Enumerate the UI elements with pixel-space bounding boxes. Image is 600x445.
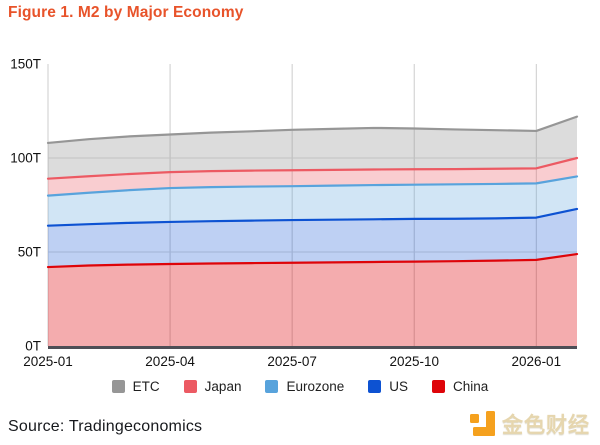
y-tick-label: 50T — [18, 245, 41, 260]
y-tick-label: 150T — [10, 57, 41, 72]
line-japan — [46, 156, 579, 180]
legend-label-china: China — [453, 379, 489, 394]
area-etc — [48, 116, 577, 179]
line-china — [46, 252, 579, 269]
jinse-logo-icon — [470, 411, 496, 437]
figure-title: Figure 1. M2 by Major Economy — [8, 4, 244, 21]
area-us — [48, 208, 577, 268]
x-tick-label: 2025-01 — [23, 354, 73, 369]
legend-label-eurozone: Eurozone — [286, 379, 345, 394]
line-etc — [46, 115, 579, 145]
chart-legend: ETC Japan Eurozone US China — [0, 379, 600, 394]
source-credit: Source: Tradingeconomics — [8, 418, 203, 435]
jinse-finance-logo: 金色财经 — [470, 409, 590, 439]
jinse-logo-text: 金色财经 — [502, 414, 590, 437]
m2-stacked-area-chart: 0T 50T 100T 150T 2025-01 2025-04 2025-07 2025-1… — [0, 50, 600, 380]
legend-label-us: US — [389, 379, 409, 394]
legend-label-japan: Japan — [204, 379, 242, 394]
legend-swatch-etc — [111, 380, 125, 393]
legend-item-china: China — [432, 379, 488, 394]
x-tick-label: 2025-04 — [145, 354, 195, 369]
figure-footer: Source: Tradingeconomics 金色财经 — [0, 406, 600, 445]
chart-canvas: 0T 50T 100T 150T 2025-01 2025-04 2025-07 2025-1… — [10, 57, 579, 369]
legend-swatch-eurozone — [265, 380, 279, 393]
legend-item-us: US — [368, 379, 408, 394]
x-tick-label: 2025-10 — [389, 354, 439, 369]
legend-item-japan: Japan — [183, 379, 242, 394]
area-japan — [48, 158, 577, 196]
x-tick-label: 2025-07 — [267, 354, 317, 369]
legend-label-etc: ETC — [132, 379, 160, 394]
legend-swatch-china — [432, 380, 446, 393]
legend-swatch-us — [368, 380, 382, 393]
line-eurozone — [46, 175, 579, 197]
line-us — [46, 207, 579, 227]
legend-item-etc: ETC — [111, 379, 160, 394]
y-tick-label: 0T — [25, 339, 41, 354]
legend-swatch-japan — [183, 380, 197, 393]
legend-item-eurozone: Eurozone — [265, 379, 344, 394]
x-tick-label: 2026-01 — [512, 354, 562, 369]
y-tick-label: 100T — [10, 151, 41, 166]
area-china — [48, 254, 577, 346]
